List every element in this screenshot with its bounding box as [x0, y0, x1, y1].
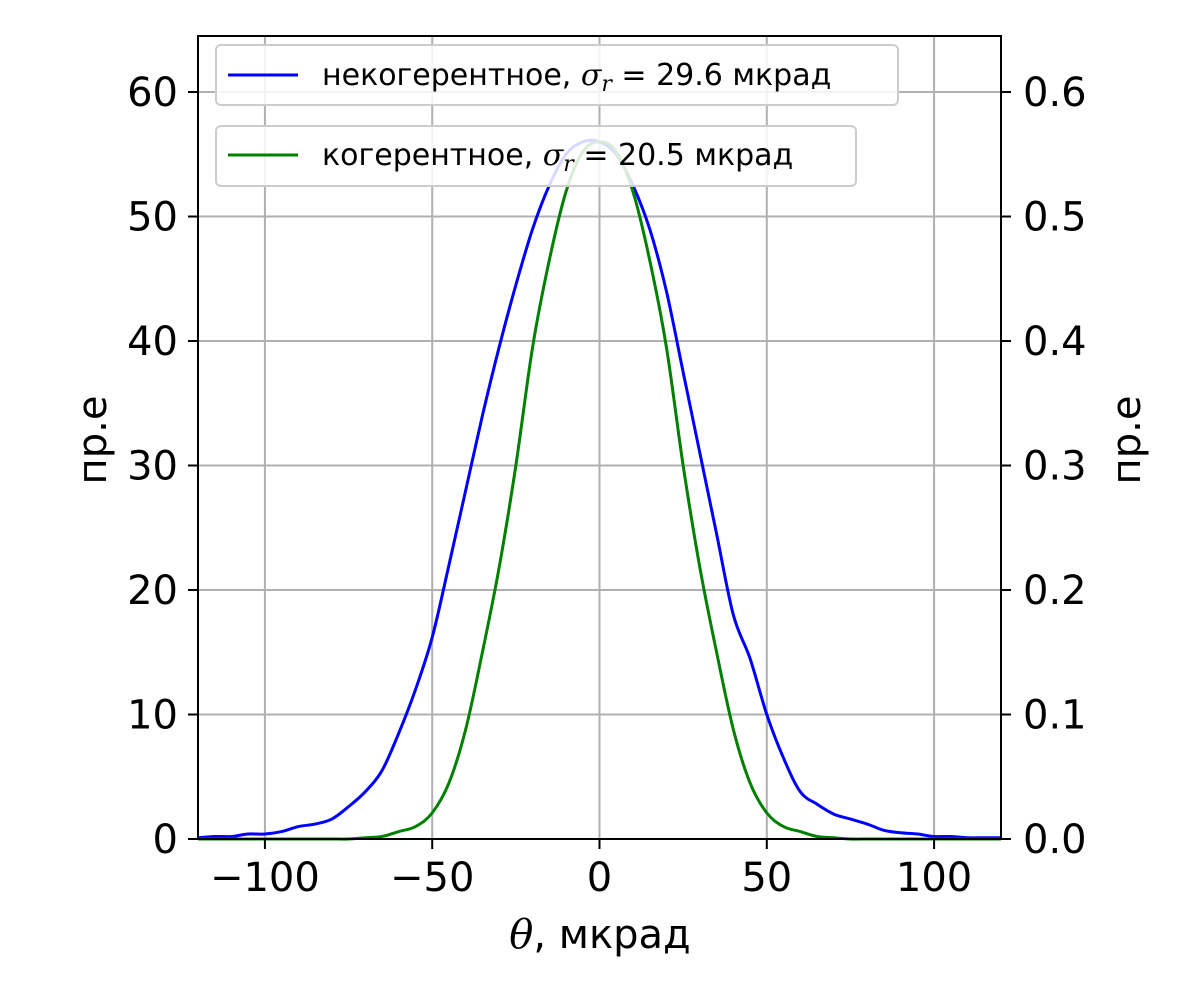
y-right-tick-label: 0.1 [1023, 693, 1087, 739]
y-left-tick-label: 60 [127, 70, 178, 116]
y-right-tick-label: 0.6 [1023, 70, 1087, 116]
x-tick-label: −100 [210, 855, 320, 901]
y-left-tick-label: 0 [153, 817, 178, 863]
y-right-tick-label: 0.4 [1023, 319, 1087, 365]
y-left-tick-label: 30 [127, 444, 178, 490]
legend-label-1: некогерентное, σr = 29.6 мкрад [322, 58, 831, 97]
x-axis-label: θ, мкрад [509, 912, 690, 958]
y-right-tick-label: 0.0 [1023, 817, 1087, 863]
y-left-tick-label: 20 [127, 568, 178, 614]
x-axis-ticks: −100 −50 0 50 100 [210, 839, 972, 901]
y-axis-left-ticks: 0 10 20 30 40 50 60 [127, 70, 198, 863]
y-left-tick-label: 40 [127, 319, 178, 365]
y-axis-right-label: пр.е [1104, 396, 1150, 485]
y-right-tick-label: 0.3 [1023, 444, 1087, 490]
y-axis-right-ticks: 0.0 0.1 0.2 0.3 0.4 0.5 0.6 [1001, 70, 1087, 863]
legend-box-2: когерентное, σr = 20.5 мкрад [215, 125, 857, 187]
y-left-tick-label: 10 [127, 693, 178, 739]
x-tick-label: 50 [741, 855, 792, 901]
x-tick-label: 100 [896, 855, 972, 901]
y-axis-left-label: пр.е [70, 396, 116, 485]
x-tick-label: −50 [390, 855, 474, 901]
legend-label-2: когерентное, σr = 20.5 мкрад [322, 138, 793, 177]
y-right-tick-label: 0.5 [1023, 195, 1087, 241]
y-left-tick-label: 50 [127, 195, 178, 241]
y-right-tick-label: 0.2 [1023, 568, 1087, 614]
x-tick-label: 0 [587, 855, 612, 901]
legend-box-1: некогерентное, σr = 29.6 мкрад [215, 44, 899, 106]
